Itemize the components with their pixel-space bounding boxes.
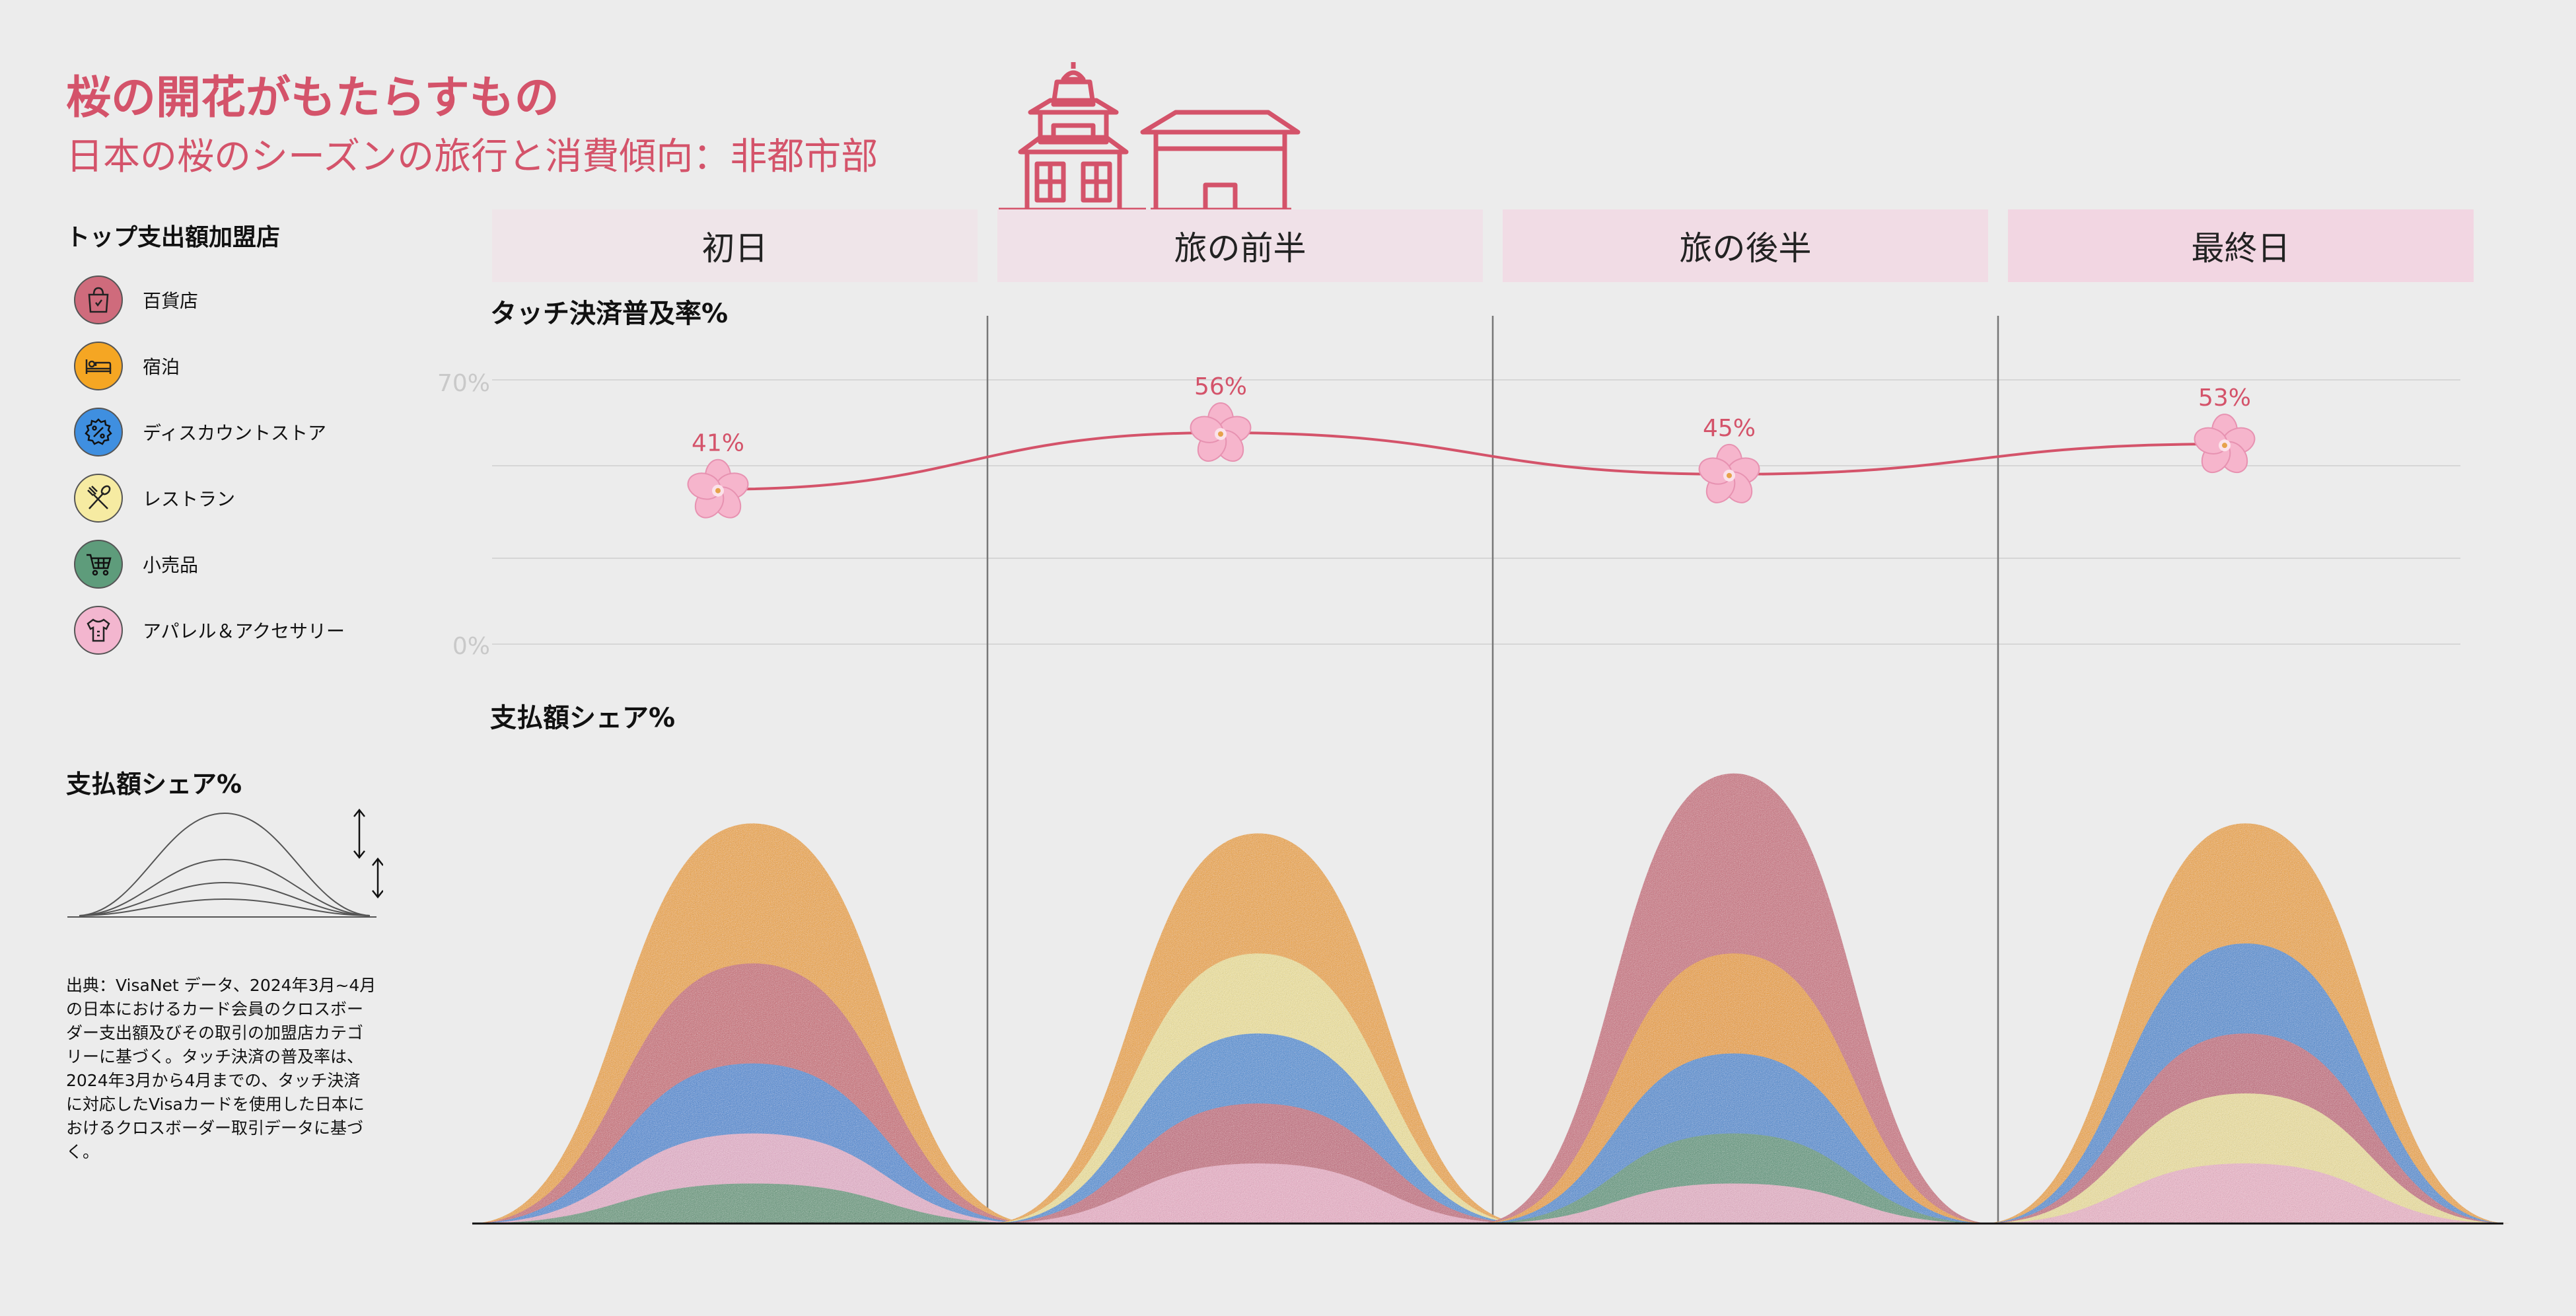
legend-item-retail: 小売品 xyxy=(74,531,345,597)
y-tick-label: 0% xyxy=(452,633,490,660)
contactless-title: タッチ決済普及率% xyxy=(490,299,728,329)
contactless-line xyxy=(717,431,2225,491)
share-area xyxy=(987,1163,1529,1224)
shopping-bag-icon xyxy=(74,275,123,324)
phase-header-3: 旅の後半 xyxy=(1503,209,1988,282)
spend-share-title: 支払額シェア% xyxy=(490,703,675,733)
legend-item-department-store: 百貨店 xyxy=(74,267,345,333)
share-legend-title: 支払額シェア% xyxy=(66,770,242,799)
page-title: 桜の開花がもたらすもの xyxy=(66,72,559,124)
legend-item-accommodation: 宿泊 xyxy=(74,333,345,399)
legend-label: 小売品 xyxy=(143,554,199,576)
legend-label: アパレル＆アクセサリー xyxy=(143,620,345,642)
share-area xyxy=(1476,1133,1991,1224)
clothing-icon xyxy=(74,606,123,655)
data-label: 56% xyxy=(1194,373,1247,400)
legend-label: レストラン xyxy=(143,488,236,510)
sakura-marker xyxy=(687,458,749,519)
phase-header-2: 旅の前半 xyxy=(997,209,1483,282)
phase-header-1: 初日 xyxy=(492,209,978,282)
legend: 百貨店 宿泊 ディスカウントストア レストラン 小売品 アパレル＆アクセサリー xyxy=(74,267,345,663)
bed-icon xyxy=(74,342,123,390)
share-legend-diagram xyxy=(67,808,383,918)
share-area xyxy=(1982,1163,2510,1224)
legend-label: 百貨店 xyxy=(143,290,199,312)
share-area xyxy=(987,1103,1529,1224)
discount-badge-icon xyxy=(74,408,123,457)
legend-title: トップ支出額加盟店 xyxy=(66,224,281,251)
legend-label: ディスカウントストア xyxy=(143,422,327,444)
shopping-cart-icon xyxy=(74,540,123,589)
sakura-marker xyxy=(1698,443,1760,503)
share-area xyxy=(469,1133,1037,1224)
share-area xyxy=(1476,1183,1991,1224)
sakura-marker xyxy=(1190,402,1252,462)
legend-item-restaurant: レストラン xyxy=(74,465,345,531)
phase-header-4: 最終日 xyxy=(2008,209,2474,282)
page-subtitle: 日本の桜のシーズンの旅行と消費傾向：非都市部 xyxy=(66,135,878,178)
legend-item-apparel: アパレル＆アクセサリー xyxy=(74,597,345,663)
source-note: 出典：VisaNet データ、2024年3月~4月の日本におけるカード会員のクロ… xyxy=(66,976,376,1161)
share-area xyxy=(469,1183,1037,1224)
share-area xyxy=(1982,1093,2510,1224)
y-tick-label: 70% xyxy=(437,370,490,397)
sakura-marker xyxy=(2194,414,2256,474)
data-label: 45% xyxy=(1703,415,1756,442)
legend-item-discount-store: ディスカウントストア xyxy=(74,399,345,465)
fork-spoon-icon xyxy=(74,474,123,523)
data-label: 41% xyxy=(692,430,744,457)
data-label: 53% xyxy=(2198,384,2251,412)
legend-label: 宿泊 xyxy=(143,356,180,378)
